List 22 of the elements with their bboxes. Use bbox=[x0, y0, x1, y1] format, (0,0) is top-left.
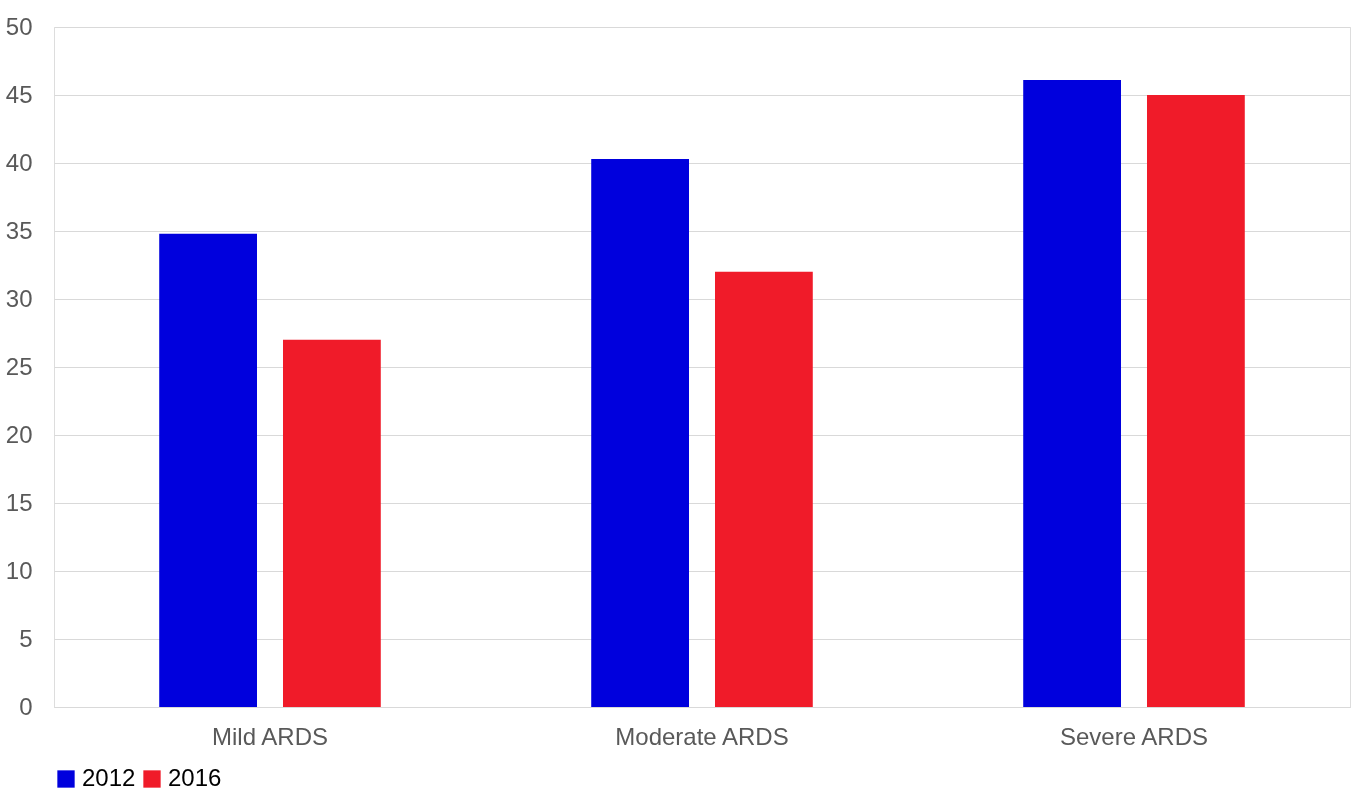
legend-label: 2012 bbox=[82, 764, 136, 791]
bar bbox=[159, 233, 257, 707]
y-tick-label: 35 bbox=[5, 216, 33, 244]
y-tick-label: 30 bbox=[5, 284, 33, 312]
y-tick-label: 25 bbox=[5, 352, 33, 380]
y-tick-label: 45 bbox=[5, 80, 33, 108]
y-tick-label: 20 bbox=[5, 420, 33, 448]
y-tick-label: 0 bbox=[19, 692, 33, 720]
bar bbox=[1023, 80, 1121, 707]
y-tick-label: 15 bbox=[5, 488, 33, 516]
x-tick-label: Moderate ARDS bbox=[615, 722, 789, 750]
bar bbox=[591, 158, 689, 707]
y-tick-label: 5 bbox=[19, 624, 33, 652]
x-tick-label: Severe ARDS bbox=[1059, 722, 1209, 750]
bar bbox=[283, 339, 381, 707]
y-tick-label: 40 bbox=[5, 148, 33, 176]
y-tick-label: 10 bbox=[5, 556, 33, 584]
legend-label: 2016 bbox=[168, 764, 222, 791]
bar bbox=[1147, 95, 1245, 707]
x-tick-label: Mild ARDS bbox=[211, 722, 329, 750]
y-tick-label: 50 bbox=[5, 12, 33, 40]
bar bbox=[715, 271, 813, 707]
